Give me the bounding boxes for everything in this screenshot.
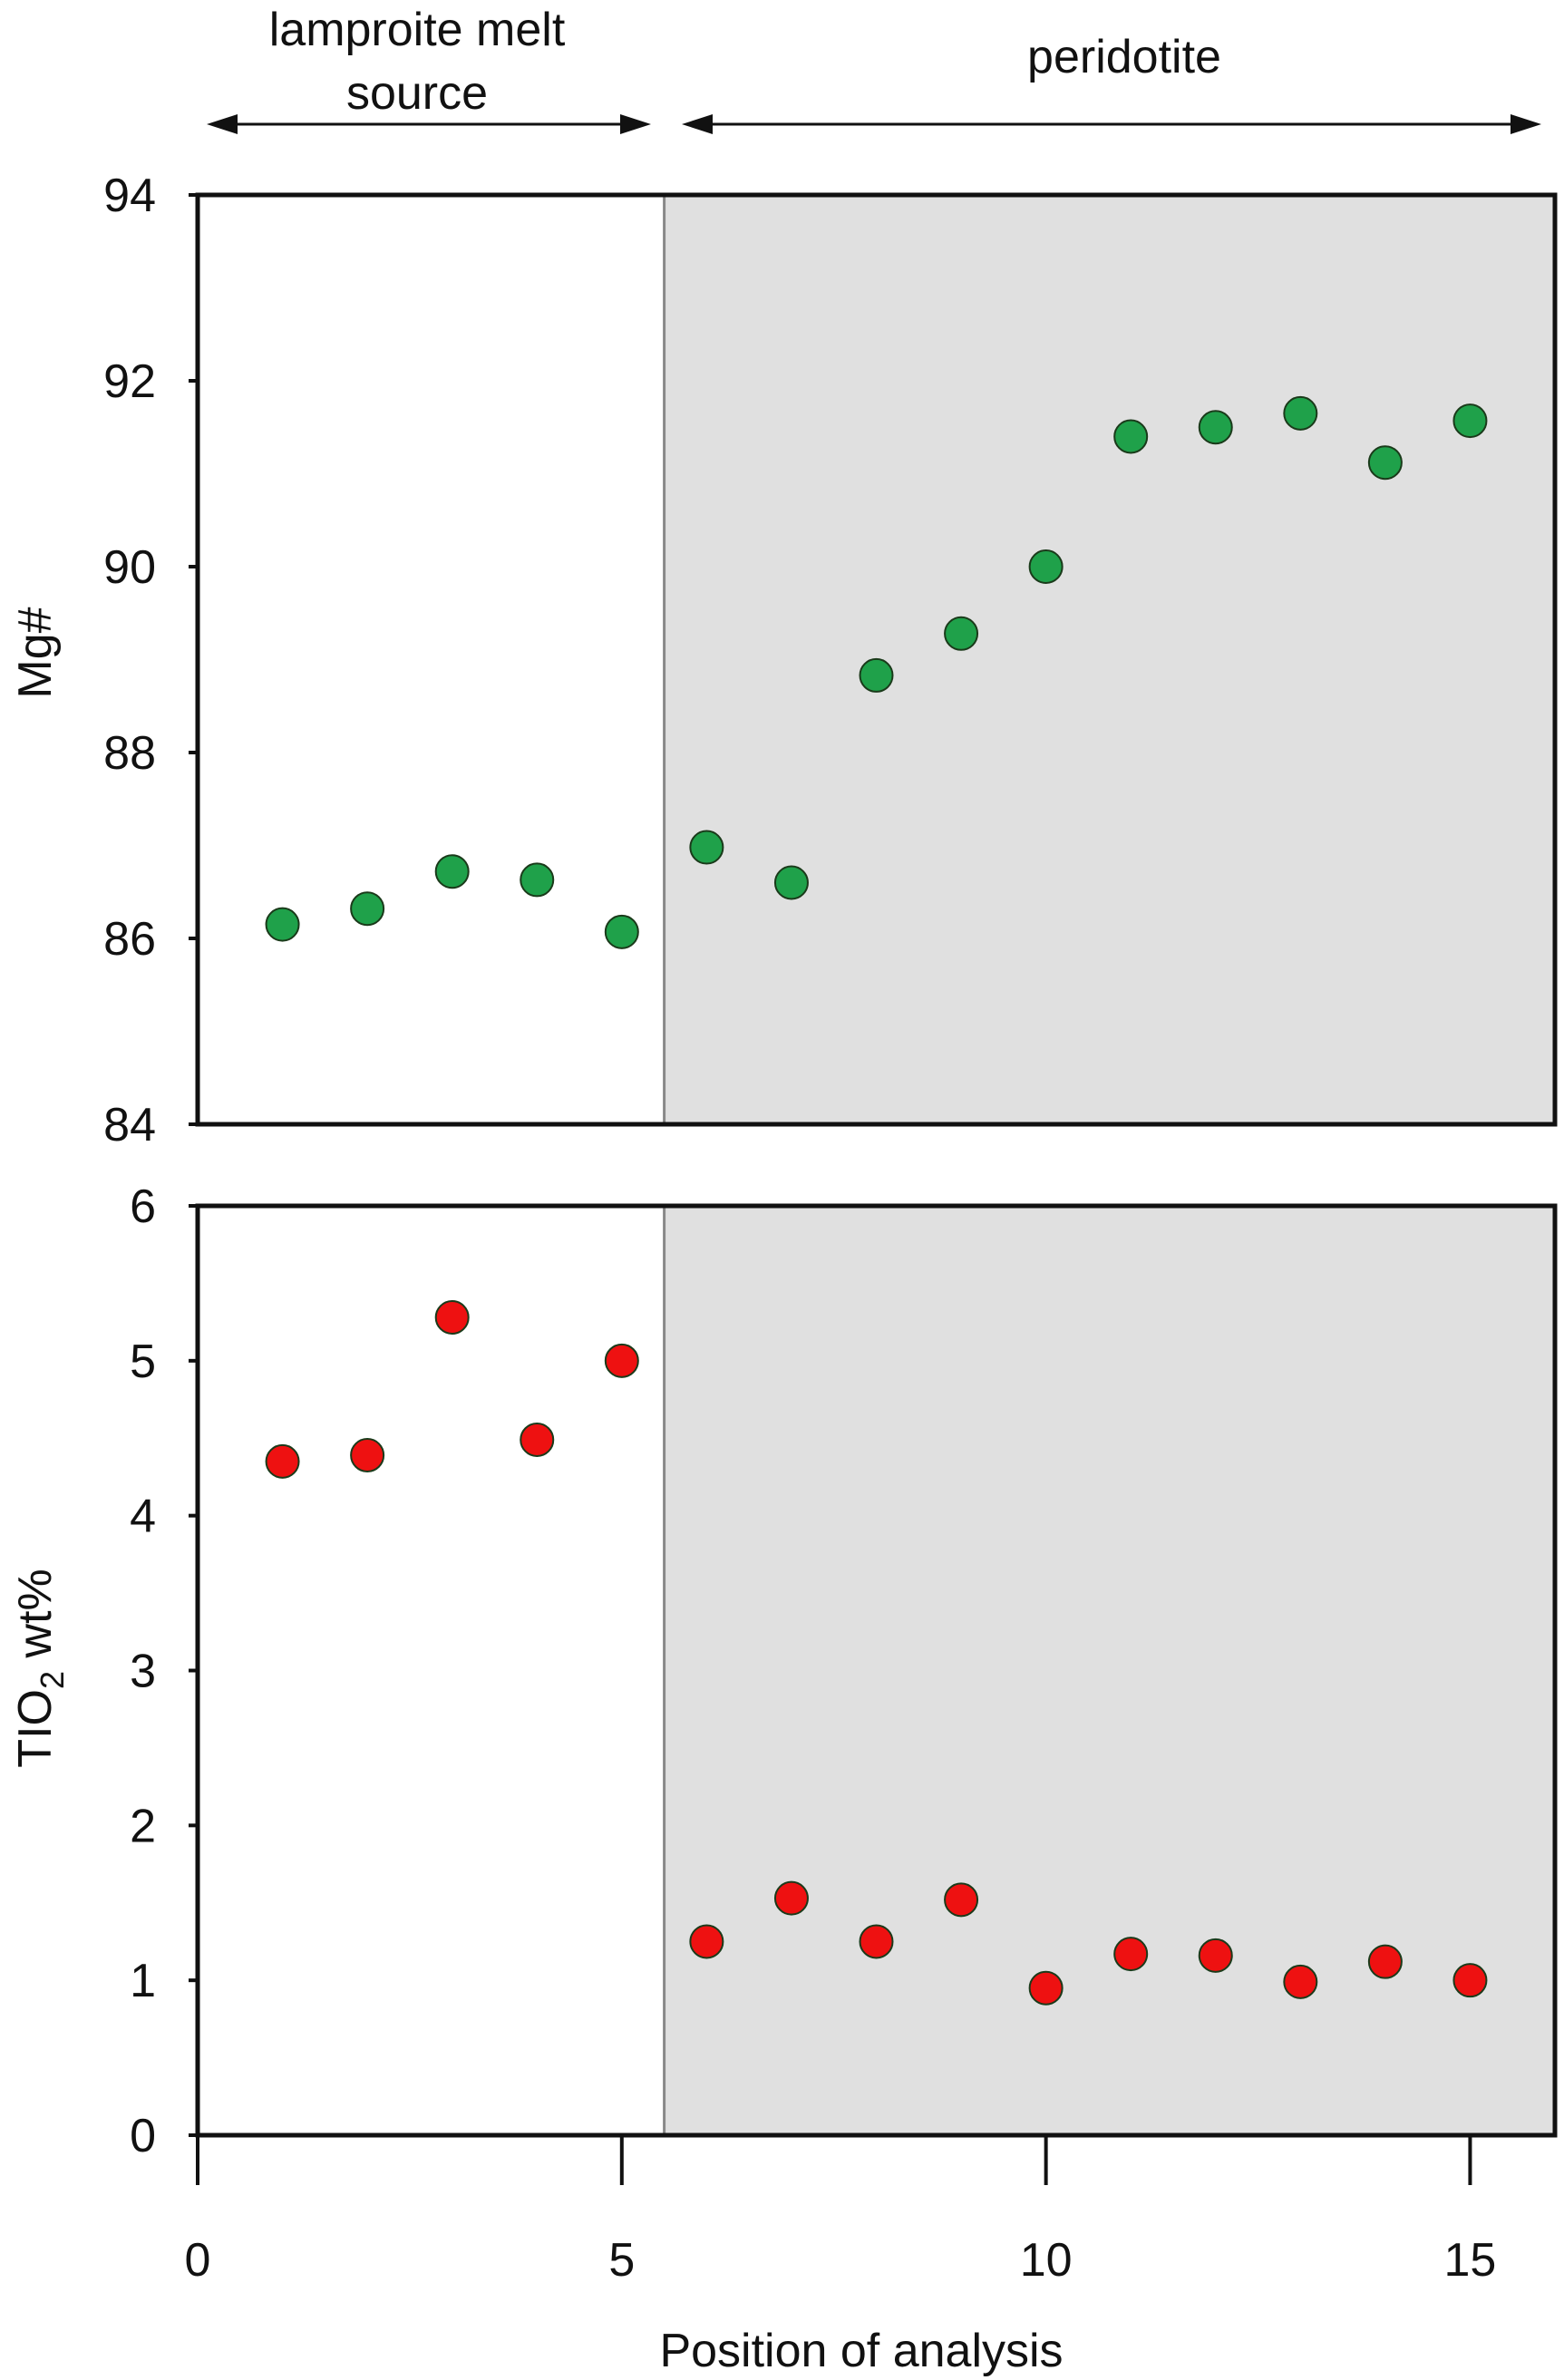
- data-point: [689, 830, 724, 865]
- x-tick-label: 0: [185, 2234, 211, 2287]
- data-point: [265, 907, 300, 942]
- region-arrows: [207, 114, 1541, 134]
- data-point: [773, 865, 809, 900]
- data-point: [350, 891, 385, 927]
- series-tio2: [265, 1300, 1488, 2006]
- region-arrow: [682, 114, 1541, 134]
- data-point: [859, 1924, 894, 1959]
- y-axis-title-mg: Mg#: [9, 607, 62, 698]
- data-point: [350, 1438, 385, 1473]
- region-header: lamproite melt source peridotite: [207, 4, 1541, 134]
- y-tick-label: 3: [130, 1646, 156, 1698]
- region-label-lamproite-line2: source: [346, 67, 488, 120]
- y-tick-label: 2: [130, 1800, 156, 1852]
- y-tick-label: 86: [103, 913, 156, 966]
- data-point: [604, 1343, 639, 1378]
- y-tick-label: 84: [103, 1099, 156, 1151]
- data-point: [520, 1422, 555, 1457]
- y-tick-label: 5: [130, 1336, 156, 1388]
- peridotite-shade-top: [664, 195, 1555, 1124]
- y-axis-title-tio2-main: TIO: [9, 1689, 62, 1768]
- data-point: [1452, 403, 1488, 439]
- series-mg: [265, 395, 1488, 949]
- data-point: [1452, 1963, 1488, 1998]
- y-axis-mg: 84 86 88 90 92 94: [103, 170, 198, 1151]
- x-tick-label: 5: [608, 2234, 635, 2287]
- y-axis-title-tio2: TIO2 wt%: [9, 1569, 71, 1767]
- y-axis-title-tio2-rest: wt%: [9, 1569, 62, 1671]
- data-point: [1028, 1970, 1064, 2006]
- y-tick-label: 0: [130, 2110, 156, 2162]
- data-point: [265, 1443, 300, 1479]
- data-point: [1028, 549, 1064, 584]
- data-point: [773, 1880, 809, 1916]
- data-point: [434, 1300, 470, 1335]
- data-point: [1198, 1938, 1233, 1973]
- plot-frame-top: [195, 192, 1558, 1127]
- y-tick-label: 6: [130, 1180, 156, 1233]
- y-tick-label: 92: [103, 355, 156, 408]
- data-point: [1113, 419, 1149, 454]
- data-point: [520, 862, 555, 898]
- y-tick-label: 88: [103, 727, 156, 780]
- x-axis-title: Position of analysis: [659, 2325, 1063, 2377]
- data-point: [944, 1882, 979, 1918]
- x-tick-label: 10: [1020, 2234, 1073, 2287]
- data-point: [1113, 1937, 1149, 1972]
- peridotite-shade-bottom: [664, 1206, 1555, 2135]
- data-point: [1283, 395, 1318, 431]
- region-label-lamproite-line1: lamproite melt: [269, 4, 566, 56]
- y-axis-title-tio2-sub: 2: [34, 1671, 71, 1689]
- region-label-peridotite: peridotite: [1027, 31, 1221, 83]
- data-point: [1367, 445, 1403, 481]
- data-point: [1198, 410, 1233, 445]
- y-tick-label: 4: [130, 1491, 156, 1543]
- data-point: [604, 914, 639, 949]
- y-tick-label: 94: [103, 170, 156, 222]
- x-axis: 0 5 10 15: [185, 2135, 1497, 2287]
- y-axis-tio2: 0 1 2 3 4 5 6: [130, 1180, 198, 2162]
- data-point: [1283, 1964, 1318, 1999]
- y-tick-label: 90: [103, 541, 156, 594]
- data-point: [689, 1924, 724, 1959]
- data-point: [1367, 1944, 1403, 1979]
- panel-mg: 84 86 88 90 92 94 Mg#: [9, 170, 1558, 1151]
- y-tick-label: 1: [130, 1955, 156, 2007]
- data-point: [859, 657, 894, 693]
- x-tick-label: 15: [1444, 2234, 1497, 2287]
- region-arrow: [207, 114, 651, 134]
- data-point: [944, 616, 979, 651]
- data-point: [434, 854, 470, 889]
